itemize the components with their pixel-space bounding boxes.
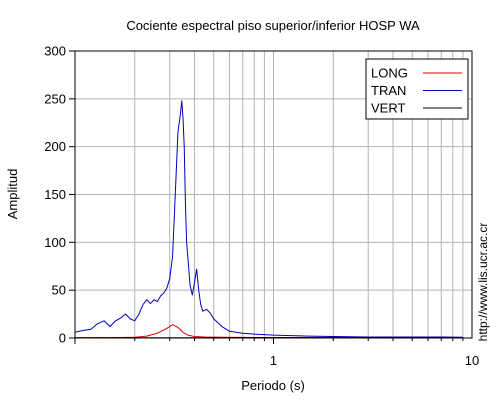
y-tick-label: 100 xyxy=(44,235,66,250)
legend-box xyxy=(365,58,469,120)
website-note: http://www.lis.ucr.ac.cr xyxy=(476,223,490,342)
y-tick-label: 250 xyxy=(44,91,66,106)
y-tick-label: 200 xyxy=(44,139,66,154)
y-axis-label: Amplitud xyxy=(5,169,20,220)
series-long-line xyxy=(74,324,463,339)
legend: LONG TRAN VERT xyxy=(365,58,469,120)
data-series xyxy=(74,100,463,339)
series-tran-line xyxy=(74,100,463,338)
y-tick-label: 0 xyxy=(59,331,66,346)
legend-label-tran: TRAN xyxy=(371,83,406,98)
x-tick-label: 10 xyxy=(465,353,479,368)
y-tick-label: 150 xyxy=(44,187,66,202)
chart-title: Cociente espectral piso superior/inferio… xyxy=(126,18,420,33)
y-tick-label: 50 xyxy=(52,283,66,298)
y-tick-label: 300 xyxy=(44,44,66,59)
legend-label-vert: VERT xyxy=(371,101,405,116)
x-axis-label: Periodo (s) xyxy=(241,378,305,393)
legend-label-long: LONG xyxy=(371,66,408,81)
x-tick-label: 1 xyxy=(270,353,277,368)
